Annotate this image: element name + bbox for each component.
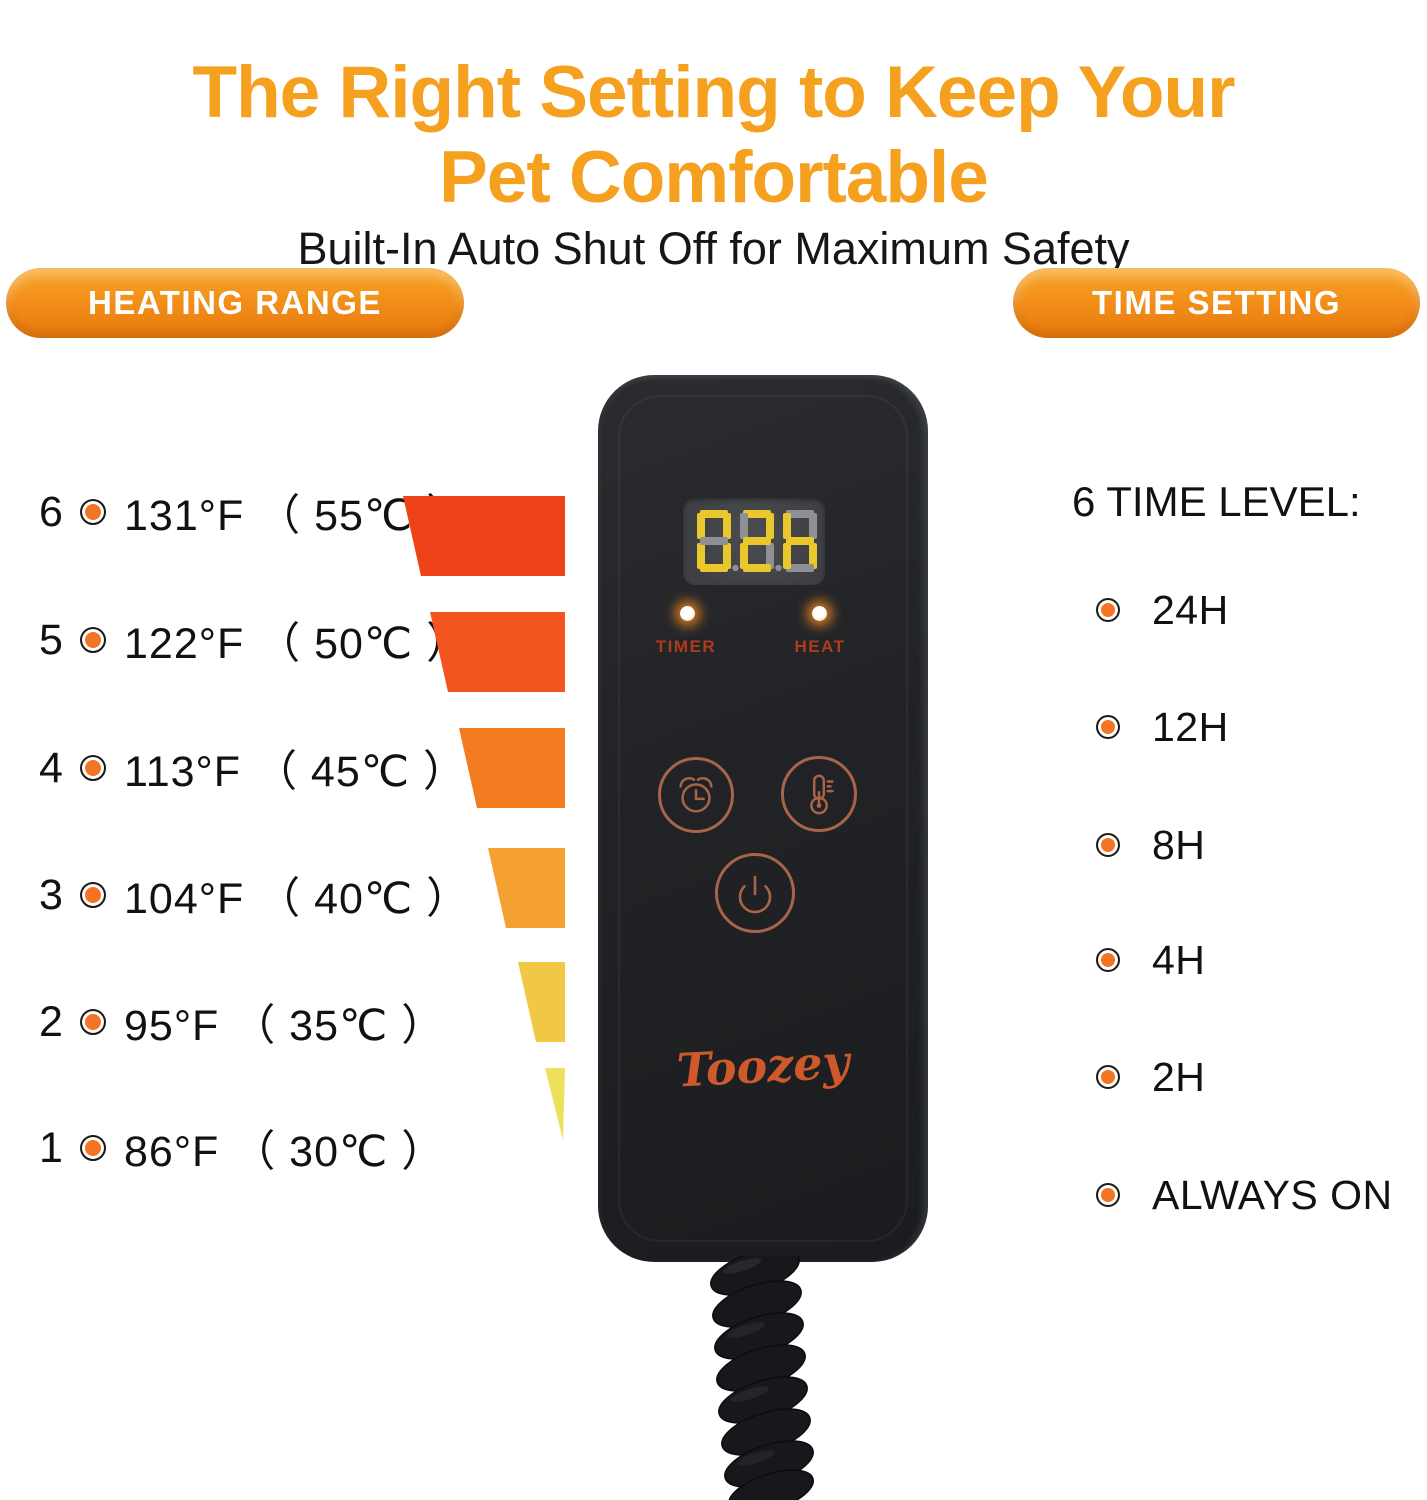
page-title: The Right Setting to Keep Your Pet Comfo… [0,51,1427,220]
time-option-label: 2H [1152,1053,1206,1100]
title-line1: The Right Setting to Keep Your [192,51,1235,133]
time-level-row: 2H [1096,1046,1205,1108]
heat-bar [518,962,565,1042]
heat-bar [488,848,565,928]
heating-level-row: 1 86°F （ 30℃ ） [36,1116,445,1180]
heat-led-indicator [812,606,827,621]
heat-bar [459,728,565,808]
heat-bar [403,496,565,576]
level-bullet-icon [80,882,106,908]
power-icon [738,875,772,914]
time-bullet-icon [1096,715,1120,739]
heating-level-row: 6 131°F （ 55℃ ） [36,480,470,544]
heat-funnel-graphic [403,496,565,1140]
alarm-clock-icon [679,776,713,813]
controller-device: TIMER HEAT [598,375,928,1262]
heat-button[interactable] [781,756,857,832]
timer-led-indicator [680,606,695,621]
level-number: 2 [39,997,63,1046]
time-option-label: 4H [1152,936,1206,983]
heat-bar [545,1068,565,1140]
level-number: 5 [39,615,63,664]
time-level-heading: 6 TIME LEVEL: [1072,478,1361,525]
level-bullet-icon [80,1009,106,1035]
time-level-row: 24H [1096,579,1229,641]
timer-label: TIMER [655,637,717,656]
time-setting-badge-label: TIME SETTING [1092,284,1341,321]
temperature-label: 95°F （ 35℃ ） [124,1002,446,1050]
time-option-label: 8H [1152,821,1206,868]
controller-bezel [618,395,908,1242]
time-bullet-icon [1096,948,1120,972]
heating-level-row: 2 95°F （ 35℃ ） [36,990,445,1054]
heat-label: HEAT [794,637,846,656]
time-level-row: ALWAYS ON [1096,1164,1393,1226]
temperature-label: 86°F （ 30℃ ） [124,1128,446,1176]
subtitle: Built-In Auto Shut Off for Maximum Safet… [297,223,1130,274]
time-level-row: 8H [1096,814,1205,876]
temperature-label: 113°F （ 45℃ ） [124,748,467,796]
level-bullet-icon [80,755,106,781]
time-bullet-icon [1096,598,1120,622]
time-option-label: ALWAYS ON [1152,1171,1393,1218]
time-bullet-icon [1096,833,1120,857]
heating-range-badge-label: HEATING RANGE [88,284,382,321]
timer-button[interactable] [658,757,734,833]
temperature-label: 104°F （ 40℃ ） [124,875,471,923]
level-number: 4 [39,743,63,792]
title-line2: Pet Comfortable [439,136,989,218]
temperature-label: 131°F （ 55℃ ） [124,492,471,540]
heating-level-row: 4 113°F （ 45℃ ） [36,736,467,800]
time-setting-badge: TIME SETTING [1013,268,1420,338]
power-cable [710,1256,814,1500]
time-option-label: 12H [1152,703,1229,750]
led-display-digits [697,510,817,572]
heating-level-row: 3 104°F （ 40℃ ） [36,863,470,927]
time-option-label: 24H [1152,586,1229,633]
level-bullet-icon [80,627,106,653]
level-number: 3 [39,870,63,919]
heating-range-badge: HEATING RANGE [6,268,464,338]
level-bullet-icon [80,1135,106,1161]
thermometer-icon [810,774,834,815]
led-display [683,498,825,585]
time-bullet-icon [1096,1065,1120,1089]
level-number: 6 [39,487,63,536]
time-level-row: 4H [1096,929,1205,991]
level-number: 1 [39,1123,63,1172]
power-button[interactable] [715,853,795,933]
time-bullet-icon [1096,1183,1120,1207]
heat-bar [430,612,565,692]
level-bullet-icon [80,499,106,525]
time-level-row: 12H [1096,696,1229,758]
cable-coils [710,1256,814,1500]
